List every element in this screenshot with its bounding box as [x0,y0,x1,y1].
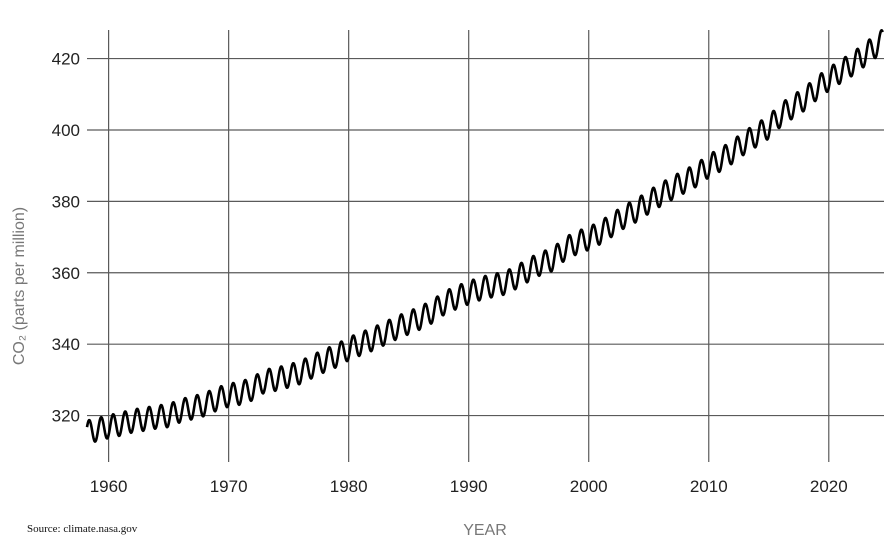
x-tick-label: 2020 [810,477,848,496]
x-tick-label: 2010 [690,477,728,496]
x-tick-label: 1960 [90,477,128,496]
x-tick-labels: 1960 1970 1980 1990 2000 2010 2020 [90,477,848,496]
x-tick-label: 1970 [210,477,248,496]
co2-series-line [85,29,884,443]
y-tick-label: 380 [52,192,80,211]
y-tick-label: 340 [52,335,80,354]
x-tick-label: 1990 [450,477,488,496]
y-tick-label: 320 [52,407,80,426]
y-tick-label: 420 [52,50,80,69]
source-note: Source: climate.nasa.gov [27,523,138,535]
y-tick-labels: 320 340 360 380 400 420 [52,50,80,426]
x-axis-label: YEAR [463,522,507,539]
y-axis-label: CO₂ (parts per million) [11,207,28,365]
x-gridlines [108,30,830,462]
y-tick-label: 360 [52,264,80,283]
x-tick-label: 2000 [570,477,608,496]
y-gridlines [87,57,884,417]
y-tick-label: 400 [52,121,80,140]
x-tick-label: 1980 [330,477,368,496]
